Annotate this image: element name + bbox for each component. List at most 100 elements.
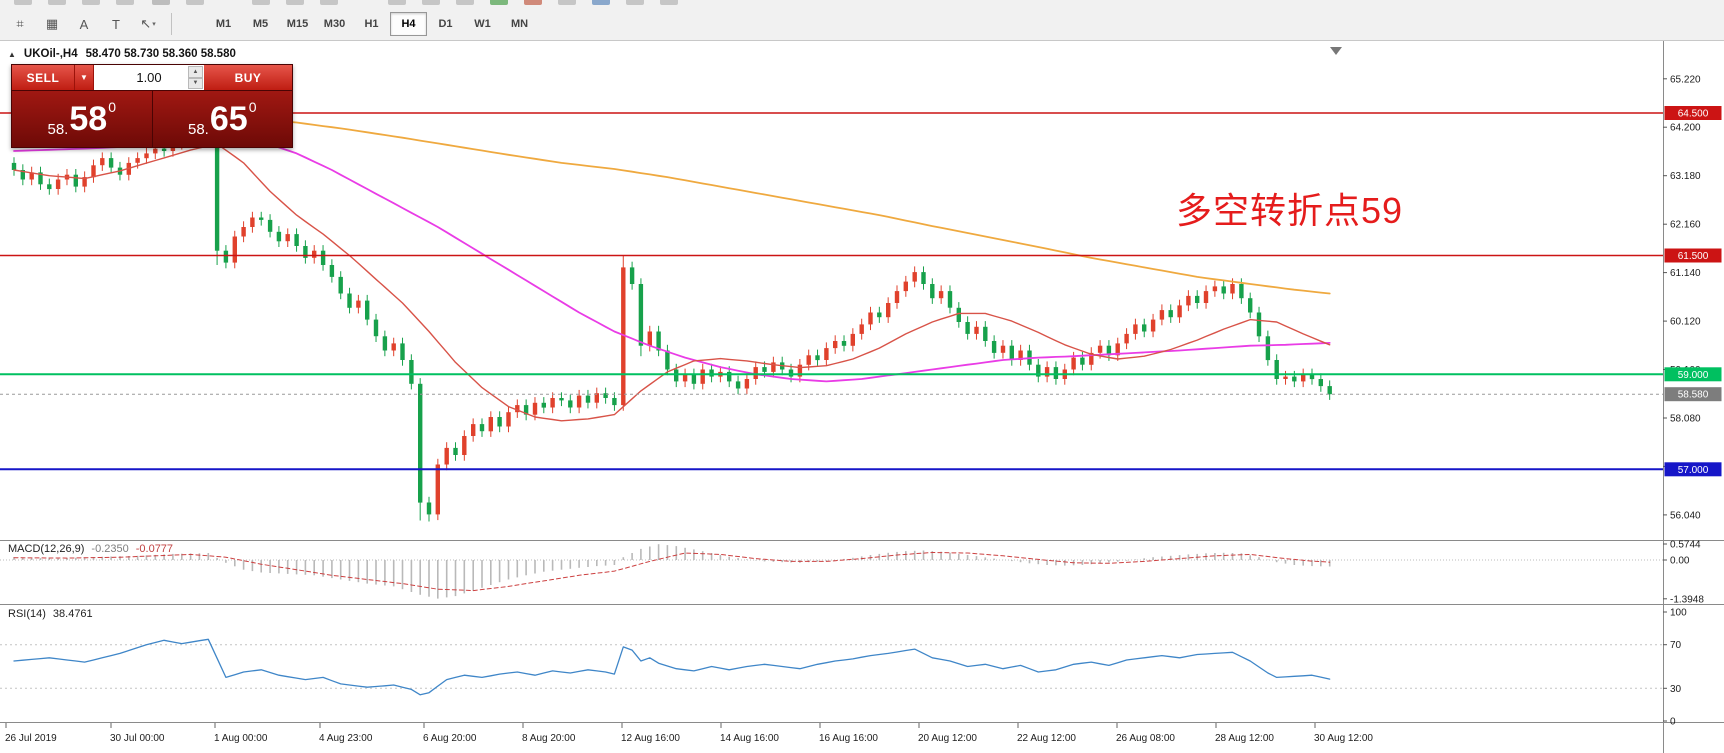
candle-body — [1097, 345, 1103, 353]
candle-body — [382, 336, 388, 351]
time-axis-label: 1 Aug 00:00 — [214, 733, 268, 744]
buy-button[interactable]: BUY — [204, 65, 292, 90]
sell-price-panel[interactable]: 58. 58 0 — [12, 91, 153, 147]
toolbar-icon-fragment — [186, 0, 204, 5]
candle — [1150, 313, 1156, 338]
candle — [559, 392, 564, 407]
candle — [594, 387, 599, 409]
candle — [991, 335, 997, 359]
timeframe-button-m15[interactable]: M15 — [286, 18, 309, 30]
candle — [1044, 361, 1050, 383]
collapse-panel-icon[interactable]: ▲ — [8, 49, 16, 59]
candle — [100, 152, 105, 171]
candle-body — [462, 436, 467, 455]
timeframe-button-w1[interactable]: W1 — [474, 18, 491, 30]
toolbar-icon-fragment — [252, 0, 270, 5]
candle — [912, 266, 917, 288]
candle-body — [1044, 367, 1050, 377]
price-axis-label: 56.040 — [1670, 510, 1701, 521]
price-badge: 59.000 — [1664, 367, 1722, 382]
timeframe-buttons-group: M1 M5 M15 M30 H1 H4 D1 W1 MN — [205, 12, 538, 36]
candle — [232, 230, 237, 269]
candle — [1168, 304, 1173, 323]
grid-toggle-icon[interactable]: ▦ — [45, 16, 59, 31]
price-badge-box — [1664, 248, 1722, 263]
timeframe-button-m5[interactable]: M5 — [252, 18, 269, 30]
candle-body — [1000, 345, 1006, 353]
candle — [894, 285, 900, 309]
timeframe-button-d1[interactable]: D1 — [438, 18, 453, 30]
candle — [585, 389, 591, 409]
dropdown-caret-icon[interactable]: ▾ — [152, 21, 156, 28]
candle — [744, 373, 750, 395]
time-axis-label: 26 Aug 08:00 — [1116, 733, 1175, 744]
volume-decrease-button[interactable]: ▼ — [188, 77, 203, 89]
candle — [409, 354, 414, 390]
timeframe-button-m1[interactable]: M1 — [215, 18, 232, 30]
candle-body — [974, 326, 979, 334]
candle — [1177, 299, 1182, 323]
candle — [1089, 347, 1094, 371]
timeframe-button-h4[interactable]: H4 — [390, 12, 427, 36]
candle — [682, 368, 688, 388]
candle — [612, 392, 617, 411]
candle-body — [700, 369, 705, 384]
time-axis-label: 22 Aug 12:00 — [1017, 733, 1076, 744]
crosshair-tool-icon[interactable]: ⌗ — [16, 16, 24, 31]
volume-input[interactable]: 1.00 ▲ ▼ — [94, 65, 204, 90]
timeframe-button-h1[interactable]: H1 — [364, 18, 379, 30]
candle — [382, 330, 388, 357]
timeframe-button-mn[interactable]: MN — [510, 18, 529, 30]
candle — [647, 325, 652, 352]
candle-body — [585, 395, 591, 403]
candle-body — [223, 250, 229, 263]
candle-body — [674, 369, 679, 382]
candle — [859, 318, 864, 340]
candle-body — [1159, 310, 1165, 320]
draw-arrow-tool-icon[interactable]: ↖ ▾ — [140, 16, 156, 31]
toolbar-icon-fragment — [116, 0, 134, 5]
text-annotation-icon[interactable]: A — [79, 16, 89, 32]
candle-body — [1124, 333, 1129, 344]
candle-body — [100, 158, 105, 166]
candle — [621, 255, 626, 411]
candle-body — [294, 234, 299, 246]
sell-button[interactable]: SELL — [12, 65, 74, 90]
candle — [1221, 280, 1226, 300]
candle-body — [956, 307, 961, 322]
candle-body — [1327, 386, 1332, 395]
candle-body — [559, 398, 564, 401]
candle-body — [338, 276, 343, 294]
candle-body — [894, 291, 900, 303]
candle — [1283, 370, 1288, 385]
ma-line-fast — [13, 143, 1331, 422]
text-label-icon[interactable]: T — [112, 16, 120, 32]
timeframe-button-m30[interactable]: M30 — [323, 18, 346, 30]
macd-axis-label: 0.5744 — [1670, 540, 1701, 551]
candle — [241, 221, 246, 243]
candle-body — [391, 343, 396, 351]
buy-price-panel[interactable]: 58. 65 0 — [152, 91, 292, 147]
volume-increase-button[interactable]: ▲ — [188, 66, 203, 78]
candle — [568, 394, 573, 414]
candle — [1203, 285, 1209, 309]
candle — [329, 259, 335, 283]
chevron-down-icon: ▼ — [80, 73, 88, 82]
toolbar-icon-fragment — [524, 0, 542, 5]
candle — [850, 328, 855, 352]
candle-body — [868, 312, 873, 325]
buy-price-small: 58. — [188, 121, 209, 138]
candle-body — [523, 405, 529, 415]
candle — [709, 363, 714, 383]
volume-dropdown-button[interactable]: ▼ — [74, 65, 94, 90]
candle-body — [285, 234, 290, 242]
candle — [656, 325, 661, 357]
candle — [91, 159, 96, 183]
candle — [1212, 280, 1218, 297]
candle-body — [214, 140, 220, 251]
sell-price-sup: 0 — [108, 99, 116, 115]
candle-body — [647, 331, 652, 346]
scroll-to-end-icon[interactable] — [1330, 47, 1342, 55]
